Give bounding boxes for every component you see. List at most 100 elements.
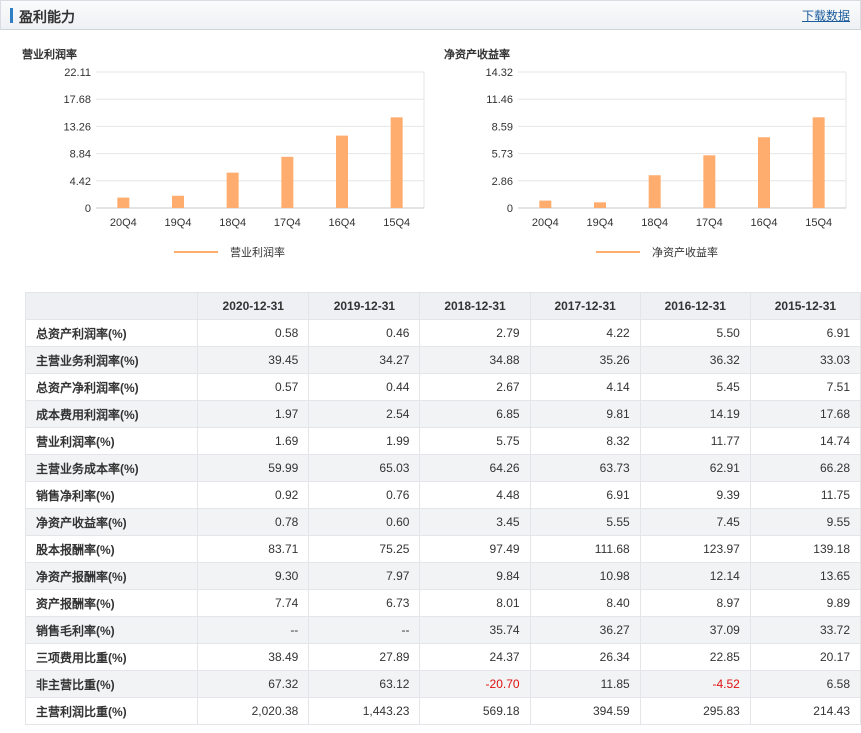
table-cell: 22.85: [639, 643, 751, 671]
row-label: 成本费用利润率(%): [24, 400, 199, 428]
column-header: 2016-12-31: [639, 292, 751, 320]
table-cell: 0.58: [197, 319, 310, 347]
table-cell: 59.99: [197, 454, 310, 482]
table-cell: 14.19: [639, 400, 751, 428]
table-cell: 0.60: [308, 508, 421, 536]
table-row: 销售净利率(%) 0.92 0.76 4.48 6.91 9.39 11.75: [24, 481, 861, 509]
y-tick-label: 2.86: [492, 176, 513, 188]
table-cell: 12.14: [639, 562, 751, 590]
x-tick-label: 15Q4: [383, 217, 410, 229]
chart-title: 净资产收益率: [444, 47, 510, 61]
table-cell: 8.32: [529, 427, 641, 455]
table-cell: 9.89: [749, 589, 861, 617]
bar[interactable]: [117, 197, 130, 208]
table-cell: -20.70: [419, 670, 531, 698]
table-cell: 2,020.38: [197, 697, 310, 725]
table-cell: 10.98: [529, 562, 641, 590]
table-cell: 5.55: [529, 508, 641, 536]
y-tick-label: 4.42: [70, 176, 91, 188]
table-cell: 1.69: [197, 427, 310, 455]
download-data-link[interactable]: 下载数据: [801, 9, 850, 23]
table-cell: 0.44: [308, 373, 421, 401]
table-cell: 36.27: [529, 616, 641, 644]
bar[interactable]: [336, 135, 348, 208]
table-cell: 65.03: [308, 454, 421, 482]
table-cell: --: [308, 616, 421, 644]
table-cell: 2.54: [308, 400, 421, 428]
table-cell: 11.77: [639, 427, 751, 455]
x-tick-label: 18Q4: [641, 217, 668, 229]
profitability-table: 2020-12-31 2019-12-31 2018-12-31 2017-12-31…: [24, 292, 861, 725]
table-row: 营业利润率(%) 1.69 1.99 5.75 8.32 11.77 14.74: [24, 427, 861, 455]
table-cell: 39.45: [197, 346, 310, 374]
y-tick-label: 8.59: [492, 121, 513, 133]
chart-title: 营业利润率: [22, 47, 77, 61]
table-cell: 17.68: [749, 400, 861, 428]
table-cell: 7.74: [197, 589, 310, 617]
bar[interactable]: [539, 200, 552, 208]
table-cell: 9.30: [197, 562, 310, 590]
bar[interactable]: [281, 156, 294, 208]
table-cell: 4.22: [529, 319, 641, 347]
table-cell: 11.85: [529, 670, 641, 698]
legend-label[interactable]: 营业利润率: [230, 245, 285, 259]
table-cell: 26.34: [529, 643, 641, 671]
table-cell: 2.67: [419, 373, 531, 401]
y-tick-label: 5.73: [492, 149, 513, 161]
table-cell: 36.32: [639, 346, 751, 374]
table-cell: 7.45: [639, 508, 751, 536]
table-cell: 62.91: [639, 454, 751, 482]
table-cell: 214.43: [749, 697, 861, 725]
table-cell: 5.75: [419, 427, 531, 455]
legend-label[interactable]: 净资产收益率: [652, 245, 718, 259]
column-header: 2018-12-31: [419, 292, 531, 320]
table-cell: 4.14: [529, 373, 641, 401]
x-tick-label: 18Q4: [219, 217, 246, 229]
table-cell: 5.45: [639, 373, 751, 401]
y-tick-label: 14.32: [485, 67, 513, 79]
bar[interactable]: [703, 155, 716, 208]
table-cell: 123.97: [639, 535, 751, 563]
table-cell: 20.17: [749, 643, 861, 671]
bar-chart-svg: 净资产收益率 0 2.86 5.73 8.59 11.46 14.32 20Q4 19Q4 18Q…: [444, 47, 847, 259]
row-label: 股本报酬率(%): [24, 535, 199, 563]
table-row: 股本报酬率(%) 83.71 75.25 97.49 111.68 123.97 139.1…: [24, 535, 861, 563]
table-cell: 9.84: [419, 562, 531, 590]
bar[interactable]: [390, 117, 403, 208]
bar[interactable]: [648, 175, 661, 208]
x-tick-label: 16Q4: [329, 217, 356, 229]
table-cell: 6.85: [419, 400, 531, 428]
row-label: 净资产报酬率(%): [24, 562, 199, 590]
column-header: 2015-12-31: [749, 292, 861, 320]
column-header: 2017-12-31: [529, 292, 641, 320]
table-cell: 13.65: [749, 562, 861, 590]
table-cell: 6.58: [749, 670, 861, 698]
table-cell: 63.12: [308, 670, 421, 698]
row-label: 非主营比重(%): [24, 670, 199, 698]
table-cell: 5.50: [639, 319, 751, 347]
section-title: 盈利能力: [19, 9, 75, 25]
y-tick-label: 8.84: [70, 149, 91, 161]
table-cell: 38.49: [197, 643, 310, 671]
bar[interactable]: [812, 117, 825, 208]
y-tick-label: 0: [85, 203, 91, 215]
row-label: 主营业务利润率(%): [24, 346, 199, 374]
table-cell: 4.48: [419, 481, 531, 509]
y-tick-label: 0: [507, 203, 513, 215]
y-tick-label: 11.46: [486, 94, 513, 106]
bar[interactable]: [758, 137, 770, 208]
bar[interactable]: [226, 172, 239, 208]
row-label: 营业利润率(%): [24, 427, 199, 455]
row-label: 主营业务成本率(%): [24, 454, 199, 482]
table-cell: 9.55: [749, 508, 861, 536]
table-cell: 8.40: [529, 589, 641, 617]
bar[interactable]: [172, 195, 184, 208]
table-cell: 295.83: [639, 697, 751, 725]
table-cell: 6.73: [308, 589, 421, 617]
x-tick-label: 17Q4: [274, 217, 301, 229]
bar[interactable]: [594, 202, 606, 208]
column-header: 2019-12-31: [308, 292, 421, 320]
table-row: 净资产报酬率(%) 9.30 7.97 9.84 10.98 12.14 13.65: [24, 562, 861, 590]
table-cell: --: [197, 616, 310, 644]
header-accent-bar: [10, 8, 13, 23]
